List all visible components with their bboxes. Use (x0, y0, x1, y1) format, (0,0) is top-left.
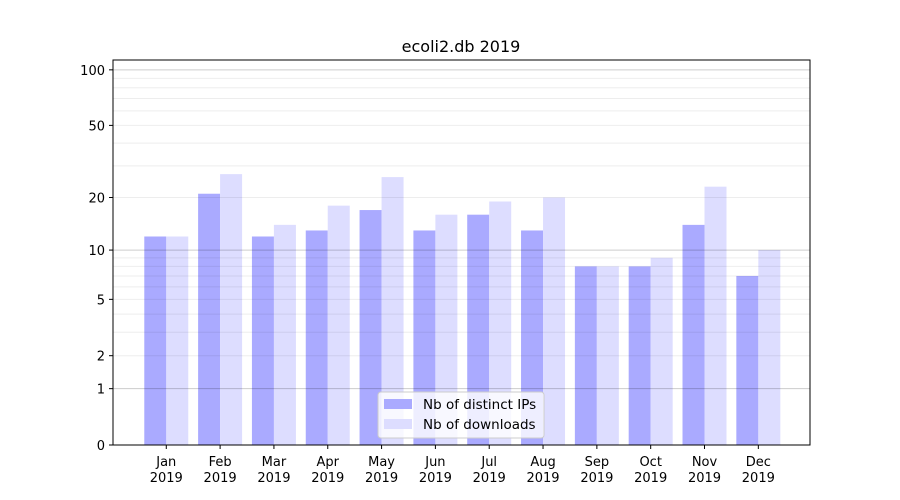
legend-label: Nb of downloads (423, 417, 536, 433)
legend: Nb of distinct IPs Nb of downloads (377, 391, 545, 439)
bar-downloads (381, 177, 404, 445)
bar-distinct-ips (628, 266, 651, 445)
bar-distinct-ips (359, 210, 382, 445)
x-tick-label: Jan 2019 (150, 455, 183, 486)
x-tick-label: Oct 2019 (634, 455, 667, 486)
chart-title: ecoli2.db 2019 (402, 37, 521, 56)
x-tick-label: Feb 2019 (204, 455, 237, 486)
x-tick-label: Jun 2019 (419, 455, 452, 486)
plot-frame (112, 59, 811, 446)
x-tick-label: Mar 2019 (257, 455, 290, 486)
bar-downloads (489, 201, 512, 445)
bar-downloads (758, 250, 781, 445)
legend-swatch (384, 419, 412, 429)
x-tick-label: Apr 2019 (311, 455, 344, 486)
legend-label: Nb of distinct IPs (423, 397, 536, 413)
x-tick-label: Sep 2019 (580, 455, 613, 486)
x-tick-label: Aug 2019 (526, 455, 559, 486)
bar-distinct-ips (736, 275, 759, 445)
bar-downloads (650, 257, 673, 445)
bar-distinct-ips (467, 214, 490, 445)
x-tick-label: Jul 2019 (473, 455, 506, 486)
bar-downloads (704, 186, 727, 446)
bar-distinct-ips (521, 230, 544, 445)
bar-downloads (596, 266, 619, 445)
y-tick-label: 1 (97, 383, 105, 398)
bar-distinct-ips (251, 236, 274, 445)
bar-distinct-ips (144, 236, 167, 445)
bar-distinct-ips (305, 230, 328, 445)
bar-downloads (273, 224, 296, 445)
x-tick-label: May 2019 (365, 455, 398, 486)
bar-distinct-ips (682, 224, 705, 445)
bar-downloads (327, 205, 350, 445)
legend-box (377, 391, 545, 439)
x-tick-label: Nov 2019 (688, 455, 721, 486)
bar-downloads (543, 197, 566, 445)
y-tick-label: 0 (97, 439, 105, 454)
y-tick-label: 100 (80, 64, 105, 79)
legend-swatch (384, 399, 412, 409)
bar-distinct-ips (574, 266, 597, 445)
y-tick-label: 2 (97, 350, 105, 365)
bar-distinct-ips (413, 230, 436, 445)
y-tick-label: 5 (97, 293, 105, 308)
y-tick-label: 10 (88, 244, 105, 259)
bar-downloads (435, 214, 458, 445)
bar-downloads (166, 236, 189, 445)
x-tick-label: Dec 2019 (742, 455, 775, 486)
bar-distinct-ips (198, 193, 221, 445)
bar-downloads (220, 174, 243, 445)
y-tick-label: 20 (88, 192, 105, 207)
y-tick-label: 50 (88, 119, 105, 134)
